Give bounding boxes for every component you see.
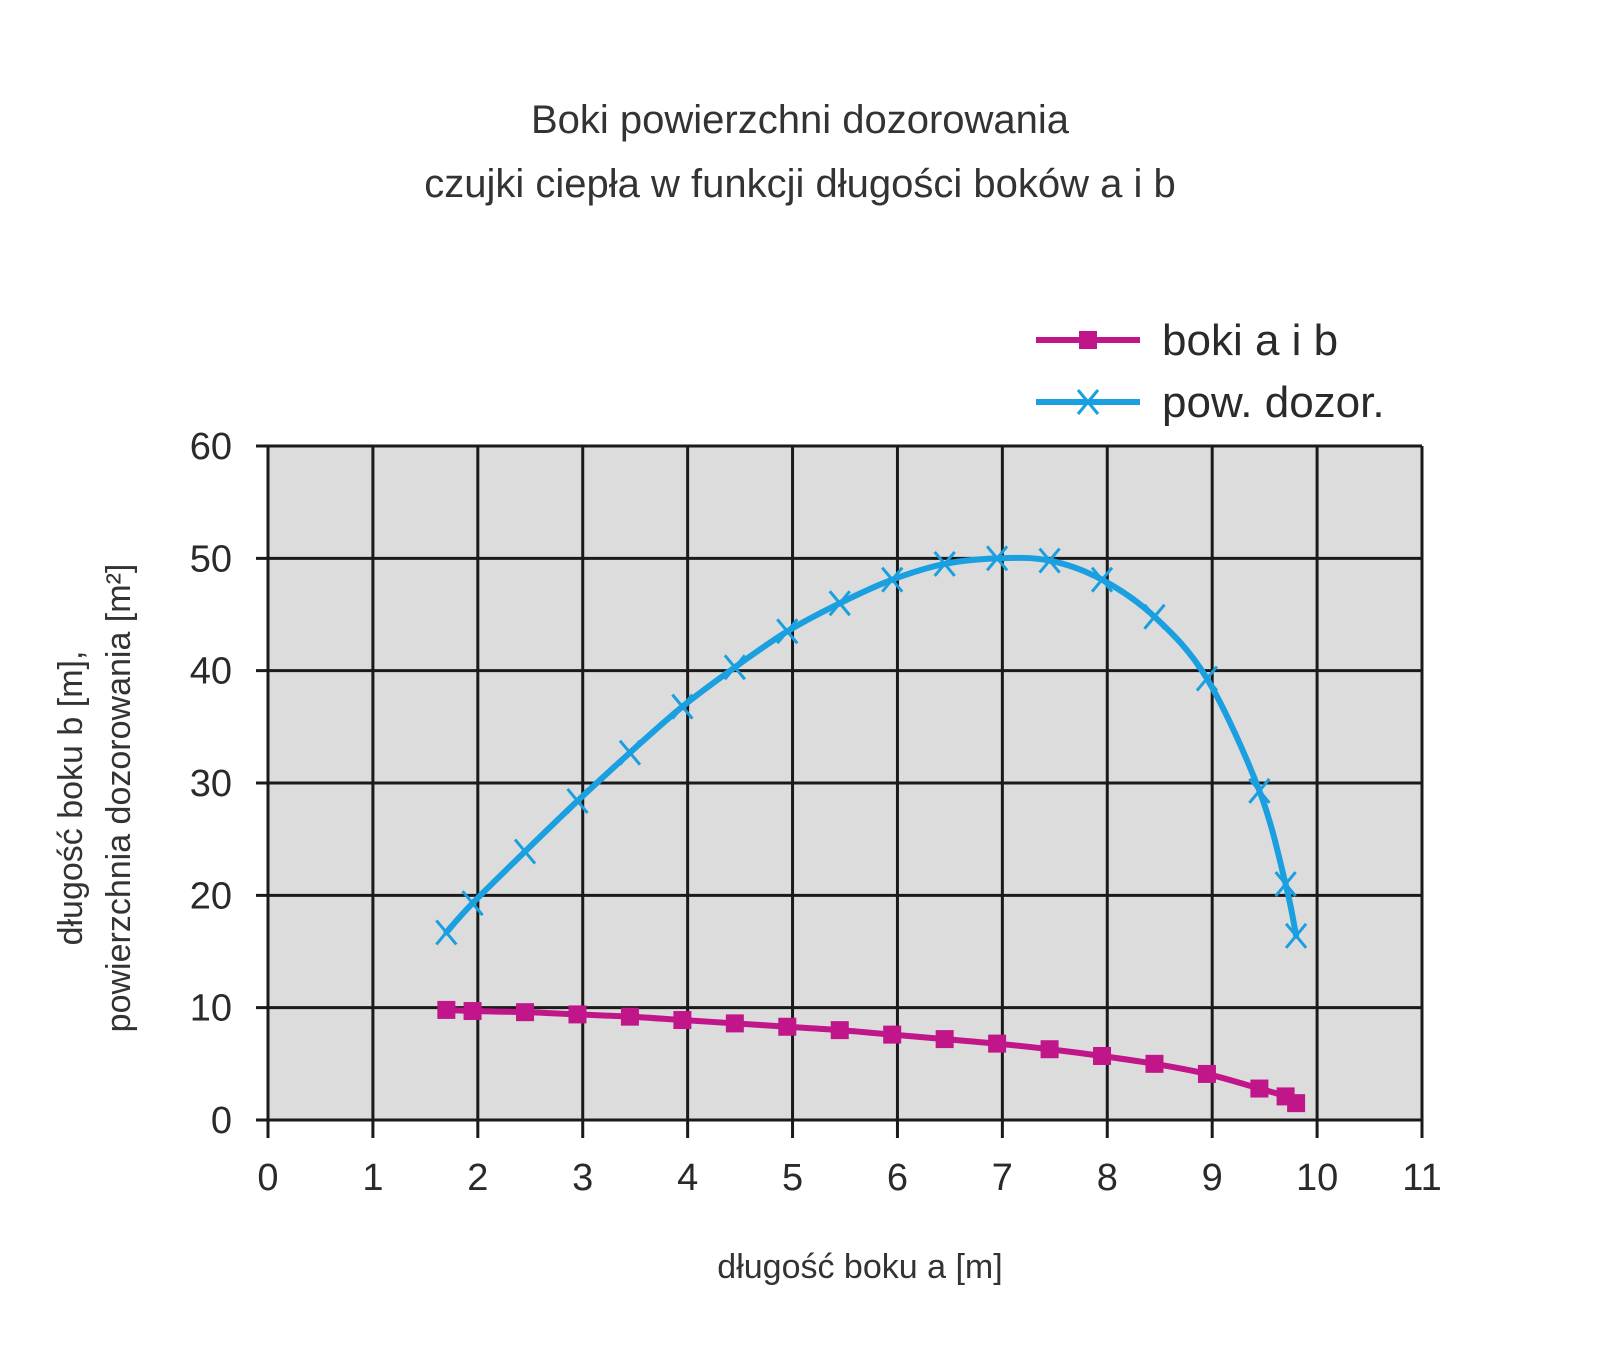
data-point [568, 1005, 587, 1024]
y-tick-label: 20 [190, 875, 232, 917]
data-point [461, 890, 484, 917]
x-tick-label: 11 [1402, 1157, 1441, 1199]
data-point [723, 654, 746, 681]
data-point [830, 1021, 849, 1040]
data-point [1250, 1079, 1269, 1098]
data-point [1040, 1040, 1059, 1059]
data-point [1145, 1054, 1164, 1073]
y-axis-label-line1: długość boku b [m], [52, 651, 90, 946]
data-point [1038, 547, 1061, 574]
data-point [566, 788, 589, 814]
data-point [1090, 566, 1114, 593]
data-point [516, 1003, 535, 1022]
data-point [513, 838, 537, 865]
x-tick-label: 7 [992, 1157, 1013, 1199]
data-point [725, 1014, 744, 1033]
data-point [985, 545, 1009, 572]
x-tick-label: 1 [362, 1157, 383, 1199]
series-1 [435, 545, 1308, 949]
x-tick-label: 5 [782, 1157, 803, 1199]
y-axis-label-line2: powierzchnia dozorowania [m²] [100, 564, 138, 1033]
data-point [988, 1034, 1007, 1053]
y-tick-label: 30 [190, 763, 232, 805]
data-point [1274, 871, 1297, 898]
data-point [1093, 1046, 1112, 1065]
data-point [828, 590, 851, 617]
x-tick-label: 0 [257, 1157, 278, 1199]
y-tick-label: 60 [190, 426, 232, 468]
series-0 [437, 1000, 1306, 1113]
data-point [618, 739, 642, 766]
x-tick-labels: 0 1 2 3 4 5 6 7 8 9 10 11 [257, 1157, 1441, 1199]
data-point [437, 1000, 456, 1019]
data-point [673, 1011, 692, 1030]
chart-subtitle: czujki ciepła w funkcji długości boków a… [424, 162, 1176, 206]
data-point [1197, 1064, 1216, 1083]
y-tick-label: 10 [190, 988, 232, 1030]
data-point [1248, 777, 1271, 804]
x-tick-label: 4 [677, 1157, 698, 1199]
data-point [463, 1002, 482, 1021]
data-point [435, 919, 458, 946]
legend-marker-0 [1079, 331, 1097, 349]
y-tick-label: 50 [190, 538, 232, 580]
y-tick-label: 0 [211, 1100, 232, 1142]
data-point [881, 566, 904, 593]
data-point [1284, 922, 1308, 949]
data-point [620, 1007, 639, 1026]
x-tick-label: 10 [1296, 1157, 1338, 1199]
x-tick-label: 6 [887, 1157, 908, 1199]
data-point [935, 1030, 954, 1049]
x-tick-label: 9 [1202, 1157, 1223, 1199]
legend-label-1: pow. dozor. [1162, 378, 1385, 427]
data-point [776, 618, 799, 645]
data-point [778, 1017, 797, 1036]
x-tick-label: 8 [1097, 1157, 1118, 1199]
y-tick-label: 40 [190, 651, 232, 693]
legend-marker-1 [1076, 389, 1100, 415]
x-tick-label: 3 [572, 1157, 593, 1199]
data-point [671, 693, 694, 720]
legend-label-0: boki a i b [1162, 316, 1338, 365]
data-point [1143, 603, 1166, 630]
data-point [933, 550, 956, 577]
chart-title: Boki powierzchni dozorowania [530, 98, 1070, 142]
legend: boki a i b pow. dozor. [1036, 316, 1385, 427]
y-tick-labels: 0 10 20 30 40 50 60 [190, 426, 232, 1142]
series-layer [435, 545, 1308, 1113]
x-tick-label: 2 [467, 1157, 488, 1199]
data-point [1287, 1094, 1306, 1113]
data-point [883, 1025, 902, 1044]
data-point [1195, 665, 1219, 692]
x-axis-label: długość boku a [m] [717, 1248, 1002, 1286]
